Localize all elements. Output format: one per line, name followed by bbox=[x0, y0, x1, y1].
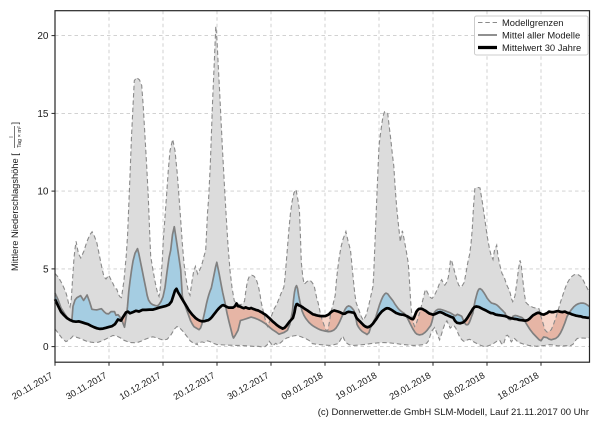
svg-text:Tag × m²: Tag × m² bbox=[17, 126, 23, 148]
svg-text:20: 20 bbox=[37, 31, 49, 42]
svg-text:15: 15 bbox=[37, 109, 49, 120]
svg-text:Modellgrenzen: Modellgrenzen bbox=[502, 17, 564, 28]
svg-text:10: 10 bbox=[37, 187, 49, 198]
svg-text:Mittel aller Modelle: Mittel aller Modelle bbox=[502, 30, 580, 41]
svg-text:5: 5 bbox=[43, 264, 49, 275]
svg-text:(c) Donnerwetter.de GmbH SLM-M: (c) Donnerwetter.de GmbH SLM-Modell, Lau… bbox=[318, 407, 589, 418]
svg-text:l: l bbox=[9, 136, 15, 137]
svg-text:]: ] bbox=[10, 122, 20, 125]
svg-text:0: 0 bbox=[43, 342, 49, 353]
svg-text:Mittelwert 30 Jahre: Mittelwert 30 Jahre bbox=[502, 42, 581, 53]
svg-text:Mittlere Niederschlagshöhe [: Mittlere Niederschlagshöhe [ bbox=[10, 153, 20, 271]
